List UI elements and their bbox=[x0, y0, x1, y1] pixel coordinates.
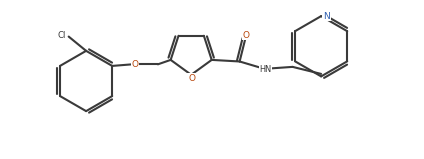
Text: O: O bbox=[188, 74, 195, 83]
Text: O: O bbox=[131, 60, 139, 69]
Text: N: N bbox=[323, 12, 330, 21]
Text: Cl: Cl bbox=[57, 31, 66, 40]
Text: O: O bbox=[243, 31, 250, 40]
Text: HN: HN bbox=[259, 65, 272, 74]
